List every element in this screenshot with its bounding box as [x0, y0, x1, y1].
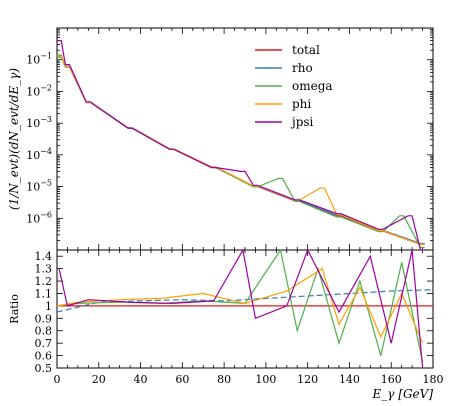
- y-tick-label: 10−6: [26, 210, 52, 225]
- y-tick-label: 10−3: [26, 115, 52, 130]
- legend-label-jpsi: jpsi: [290, 115, 314, 129]
- legend-label-rho: rho: [292, 61, 313, 75]
- y-tick-label: 10−5: [26, 179, 52, 194]
- y-tick-label: 10−2: [26, 83, 52, 98]
- x-tick-label: 180: [423, 373, 444, 386]
- x-tick-label: 120: [297, 373, 318, 386]
- legend-label-omega: omega: [292, 79, 333, 93]
- ratio-y-tick-label: 1: [45, 300, 52, 313]
- series-line-rho: [57, 56, 425, 245]
- ratio-y-tick-label: 0.8: [35, 325, 53, 338]
- legend-label-total: total: [292, 43, 320, 57]
- ratio-y-tick-label: 1.1: [35, 287, 53, 300]
- y-tick-label: 10−1: [26, 52, 52, 67]
- x-tick-label: 140: [339, 373, 360, 386]
- main-plot-frame: [56, 27, 434, 251]
- series-line-jpsi: [57, 40, 425, 251]
- y-axis-label-main: (1/N_evt)(dN_evt/dE_γ): [7, 68, 21, 210]
- ratio-y-tick-label: 0.9: [35, 312, 53, 325]
- x-axis-label: E_γ [GeV]: [372, 387, 434, 401]
- x-tick-label: 80: [217, 373, 231, 386]
- ratio-plot-frame: [56, 249, 434, 369]
- legend-label-phi: phi: [292, 97, 311, 111]
- ratio-y-tick-label: 1.4: [35, 250, 53, 263]
- series-line-phi: [57, 55, 425, 245]
- x-tick-label: 0: [54, 373, 61, 386]
- x-tick-label: 20: [92, 373, 106, 386]
- x-tick-label: 60: [175, 373, 189, 386]
- series-line-omega: [57, 54, 425, 249]
- ratio-y-tick-label: 1.2: [35, 275, 53, 288]
- ratio-y-tick-label: 1.3: [35, 263, 53, 276]
- x-tick-label: 40: [134, 373, 148, 386]
- x-tick-label: 100: [255, 373, 276, 386]
- ratio-y-tick-label: 0.5: [35, 362, 53, 375]
- ratio-y-tick-label: 0.6: [35, 350, 53, 363]
- ratio-y-tick-label: 0.7: [35, 337, 53, 350]
- ratio-line-phi: [56, 267, 424, 344]
- ratio-line-jpsi: [58, 248, 424, 369]
- x-tick-label: 160: [381, 373, 402, 386]
- y-axis-label-ratio: Ratio: [8, 294, 21, 324]
- y-tick-label: 10−4: [26, 147, 52, 162]
- series-line-total: [57, 55, 425, 245]
